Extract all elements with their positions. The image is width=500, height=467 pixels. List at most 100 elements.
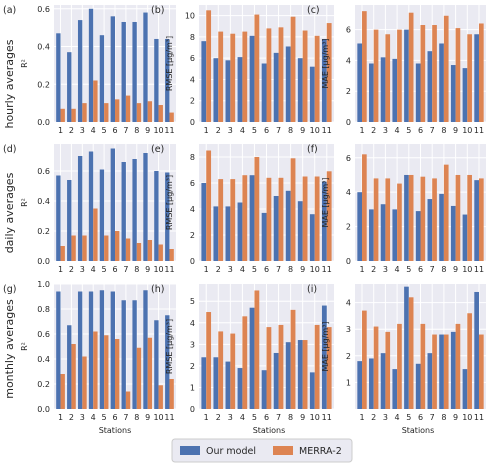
bar-our-model-station-2: [369, 358, 374, 409]
y-tick-label: 0.8: [37, 305, 50, 314]
x-axis-label-col1: Stations: [99, 426, 132, 435]
bar-our-model-station-8: [285, 190, 291, 261]
x-tick-label: 2: [371, 265, 376, 274]
bar-our-model-station-3: [380, 57, 386, 123]
bar-merra2-station-2: [71, 108, 76, 122]
y-axis-label: R²: [20, 59, 29, 68]
bar-merra2-station-6: [115, 339, 120, 409]
x-tick-label: 4: [240, 265, 245, 274]
y-tick-label: 0: [346, 257, 351, 266]
bar-our-model-station-9: [297, 201, 303, 261]
bar-merra2-station-10: [158, 105, 163, 122]
x-tick-label: 6: [112, 265, 117, 274]
bar-our-model-station-10: [154, 38, 159, 122]
bar-our-model-station-10: [309, 372, 315, 409]
x-tick-label: 5: [102, 265, 107, 274]
y-tick-label: 6: [346, 26, 351, 35]
x-tick-label: 8: [441, 413, 446, 422]
x-tick-label: 9: [300, 265, 305, 274]
x-tick-label: 8: [441, 126, 446, 135]
x-tick-label: 2: [371, 413, 376, 422]
bar-merra2-station-4: [93, 80, 98, 122]
bar-our-model-station-3: [225, 60, 231, 122]
bar-our-model-station-9: [450, 331, 456, 409]
y-tick-label: 6: [190, 54, 195, 63]
x-tick-label: 1: [359, 413, 364, 422]
bar-our-model-station-11: [165, 315, 170, 409]
x-tick-label: 5: [406, 413, 411, 422]
x-tick-label: 7: [276, 265, 281, 274]
bar-merra2-station-10: [467, 313, 472, 409]
bar-merra2-station-2: [218, 331, 224, 409]
bar-our-model-station-11: [321, 181, 327, 261]
y-tick-label: 2: [346, 223, 351, 232]
x-tick-label: 8: [134, 265, 139, 274]
bar-our-model-station-1: [201, 41, 207, 122]
legend-label-merra2: MERRA-2: [299, 446, 342, 457]
x-tick-label: 5: [252, 413, 257, 422]
x-axis-labels: Stations Stations Stations: [99, 426, 435, 435]
y-tick-label: 3: [346, 325, 351, 334]
bar-merra2-station-7: [278, 27, 284, 122]
row-labels: hourly averages daily averages monthly a…: [3, 39, 16, 399]
bar-merra2-station-5: [104, 235, 109, 261]
y-tick-label: 0.0: [37, 257, 50, 266]
x-tick-label: 5: [406, 126, 411, 135]
x-tick-label: 10: [462, 126, 472, 135]
bar-our-model-station-4: [88, 151, 94, 261]
x-tick-label: 7: [276, 126, 281, 135]
bar-our-model-station-4: [237, 57, 243, 123]
bar-merra2-station-8: [443, 15, 449, 123]
y-tick-label: 0.2: [37, 80, 50, 89]
y-tick-label: 8: [190, 153, 195, 162]
bar-merra2-station-5: [104, 103, 109, 122]
x-tick-label: 6: [264, 126, 269, 135]
bar-our-model-station-6: [261, 370, 267, 409]
bar-merra2-station-4: [242, 175, 248, 261]
y-axis-label: MAE [μg/m³]: [321, 321, 330, 371]
bar-our-model-station-11: [321, 305, 327, 409]
bar-our-model-station-6: [415, 63, 421, 122]
bar-our-model-station-4: [88, 8, 94, 123]
y-tick-label: 4: [190, 75, 195, 84]
bar-merra2-station-8: [136, 243, 142, 261]
y-tick-label: 0.4: [37, 355, 50, 364]
bar-merra2-station-4: [397, 29, 402, 123]
bar-merra2-station-9: [302, 340, 308, 409]
bar-our-model-station-6: [110, 148, 115, 261]
bar-our-model-station-1: [201, 357, 207, 409]
bar-our-model-station-7: [121, 162, 126, 261]
x-tick-label: 3: [228, 126, 233, 135]
bar-our-model-station-6: [415, 211, 421, 261]
x-tick-label: 8: [288, 126, 293, 135]
x-tick-label: 11: [164, 413, 174, 422]
x-tick-label: 2: [69, 126, 74, 135]
y-tick-label: 0: [190, 405, 195, 414]
x-tick-label: 4: [91, 265, 96, 274]
bar-our-model-station-10: [309, 66, 315, 122]
bar-merra2-station-10: [314, 35, 320, 122]
bar-merra2-station-9: [147, 240, 153, 261]
x-tick-label: 7: [430, 265, 435, 274]
x-tick-label: 2: [216, 413, 221, 422]
x-tick-label: 4: [395, 126, 400, 135]
bar-our-model-station-8: [285, 46, 291, 122]
x-tick-label: 5: [252, 126, 257, 135]
x-tick-label: 11: [322, 413, 332, 422]
bar-our-model-station-5: [249, 175, 255, 261]
y-tick-label: 4: [346, 188, 351, 197]
bar-our-model-station-3: [77, 156, 83, 261]
x-tick-label: 3: [383, 413, 388, 422]
x-tick-label: 11: [164, 265, 174, 274]
bar-our-model-station-3: [380, 204, 386, 261]
bar-our-model-station-10: [154, 320, 159, 409]
y-tick-label: 10: [185, 12, 195, 21]
x-tick-label: 3: [228, 413, 233, 422]
y-tick-label: 4: [346, 56, 351, 65]
bar-our-model-station-10: [154, 171, 159, 261]
x-tick-label: 6: [112, 413, 117, 422]
bar-merra2-station-1: [362, 154, 367, 261]
legend-swatch-merra2: [273, 446, 293, 455]
bar-merra2-station-3: [82, 235, 87, 261]
